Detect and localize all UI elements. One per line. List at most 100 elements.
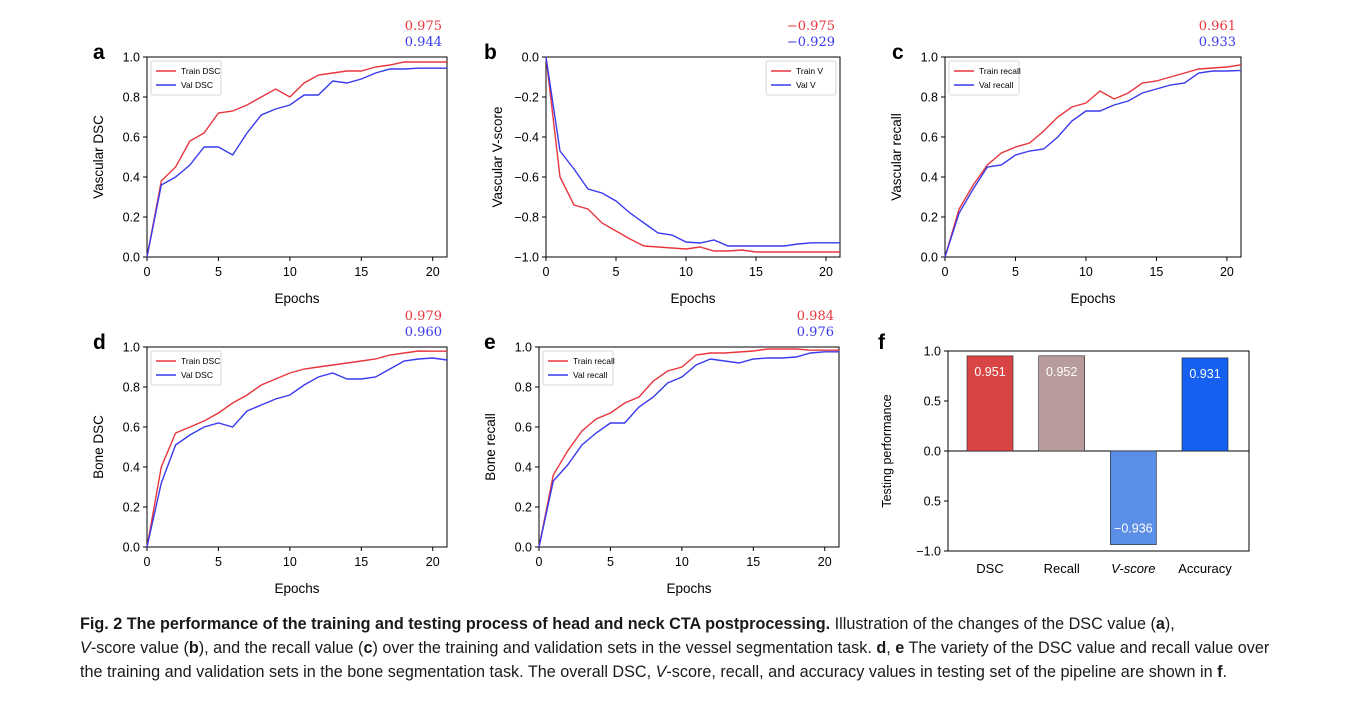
panel-label: b (484, 41, 497, 64)
caption-text: . (1222, 663, 1227, 682)
y-tick-label: 0.0 (924, 445, 941, 459)
caption-ref-e: e (895, 639, 905, 658)
series-line-val-dsc (146, 67, 447, 258)
panel-label: f (878, 331, 886, 354)
legend-box (150, 350, 222, 386)
caption-ref-c: c (363, 639, 373, 658)
legend-box (765, 60, 837, 96)
x-tick-label: 15 (749, 265, 763, 279)
y-tick-label: 0.0 (515, 541, 532, 555)
y-tick-label: 0.2 (515, 501, 532, 515)
x-axis-label: Epochs (274, 581, 319, 596)
x-tick-label: 0 (144, 555, 151, 569)
x-tick-label: 10 (283, 555, 297, 569)
panel-b: b −1.0 −0.8 −0.6 −0.4 −0.2 0.0 Vascular V-score… (484, 19, 841, 306)
y-tick-label: 0.6 (515, 421, 532, 435)
y-tick-label: 0.4 (921, 171, 938, 185)
x-axis-label: Epochs (670, 291, 715, 306)
legend-entry: Val V (796, 80, 816, 90)
final-value-train: 0.961 (1199, 19, 1236, 34)
final-value-val: 0.976 (797, 325, 834, 340)
x-tick-label: V-score (1111, 561, 1155, 576)
legend-box (150, 60, 222, 96)
y-tick-label: −0.6 (514, 171, 539, 185)
y-tick-label: 0.0 (522, 51, 539, 65)
panel-c: c 0.0 0.2 0.4 0.6 0.8 1.0 Vascular recall 0 5 10 15… (889, 19, 1242, 306)
panel-label: e (484, 331, 496, 354)
panel-e: e 0.0 0.2 0.4 0.6 0.8 1.0 Bone recall 0 5 10 15 20 Ep… (483, 309, 840, 596)
caption-title: Fig. 2 The performance of the training a… (80, 615, 831, 633)
series-line-val-dsc (146, 357, 448, 548)
bar-v-score (1110, 450, 1157, 545)
x-tick-label: Recall (1044, 561, 1080, 576)
final-value-val: 0.933 (1199, 35, 1236, 50)
y-tick-label: 0.6 (123, 421, 140, 435)
y-axis-label: Vascular V-score (490, 106, 505, 207)
x-axis-label: Epochs (1070, 291, 1115, 306)
y-tick-label: −0.2 (514, 91, 539, 105)
y-tick-label: 1.0 (921, 51, 938, 65)
caption-text: The variety of the DSC value and recall … (80, 639, 1270, 682)
x-tick-label: 0 (543, 265, 550, 279)
x-tick-label: 15 (746, 555, 760, 569)
x-tick-label: 0 (536, 555, 543, 569)
bar-value-label: 0.952 (1046, 365, 1077, 379)
caption-ref-f: f (1217, 663, 1223, 682)
legend-entry: Train V (796, 66, 823, 76)
bar-value-label: 0.951 (974, 365, 1005, 379)
series-line-train-recall (538, 348, 839, 548)
y-tick-label: −1.0 (514, 251, 539, 265)
y-tick-label: 1.0 (515, 341, 532, 355)
y-tick-label: 0.0 (921, 251, 938, 265)
bar-value-label: 0.931 (1189, 367, 1220, 381)
x-tick-label: 5 (607, 555, 614, 569)
series-line-val-recall (538, 351, 839, 548)
final-value-val: −0.929 (787, 35, 835, 50)
x-axis-label: Epochs (666, 581, 711, 596)
caption-text: ), (1164, 615, 1175, 633)
y-axis-label: Testing performance (880, 394, 894, 507)
figure-2: a 0.0 0.2 0.4 0.6 0.8 1.0 Vascular DSC 0 5 10 15 20 E… (91, 19, 1250, 596)
x-tick-label: 20 (426, 555, 440, 569)
y-axis-label: Bone DSC (91, 415, 106, 479)
panel-d: d 0.0 0.2 0.4 0.6 0.8 1.0 Bone DSC 0 5 10 15 20 Epoch… (91, 309, 448, 596)
x-tick-label: 5 (1012, 265, 1019, 279)
panel-a: a 0.0 0.2 0.4 0.6 0.8 1.0 Vascular DSC 0 5 10 15 20 E… (91, 19, 448, 306)
x-tick-label: 5 (215, 265, 222, 279)
x-tick-label: 20 (1220, 265, 1234, 279)
y-axis-label: Bone recall (483, 413, 498, 481)
caption-text: ), and the recall value ( (198, 639, 364, 658)
caption-text: Illustration of the changes of the DSC v… (830, 615, 1156, 633)
x-tick-label: DSC (976, 561, 1003, 576)
y-tick-label: 1.0 (924, 345, 941, 359)
y-tick-label: 0.6 (123, 131, 140, 145)
x-tick-label: 15 (354, 265, 368, 279)
legend-entry: Val DSC (181, 370, 213, 380)
legend-entry: Train recall (573, 356, 615, 366)
series-line-val-v (545, 56, 840, 247)
legend-entry: Train DSC (181, 356, 220, 366)
final-value-train: 0.979 (405, 309, 442, 324)
y-axis-label: Vascular DSC (91, 115, 106, 199)
caption-italic-v: V (655, 663, 667, 682)
x-tick-label: 10 (283, 265, 297, 279)
y-tick-label: 0.4 (123, 461, 140, 475)
y-tick-label: 0.0 (123, 251, 140, 265)
series-line-val-recall (944, 69, 1242, 258)
caption-ref-d: d (876, 639, 887, 658)
x-tick-label: Accuracy (1178, 561, 1232, 576)
x-axis-label: Epochs (274, 291, 319, 306)
bar-dsc (966, 355, 1014, 452)
y-tick-label: 0.0 (123, 541, 140, 555)
caption-italic-v: V (80, 639, 91, 658)
x-tick-label: 0 (144, 265, 151, 279)
series-line-train-v (545, 56, 840, 253)
y-tick-label: 0.8 (921, 91, 938, 105)
final-value-train: −0.975 (787, 19, 835, 34)
x-tick-label: 20 (426, 265, 440, 279)
caption-ref-b: b (188, 639, 199, 658)
panel-label: a (93, 41, 105, 64)
x-tick-label: 5 (613, 265, 620, 279)
y-tick-label: 0.2 (123, 211, 140, 225)
y-tick-label: 0.2 (921, 211, 938, 225)
